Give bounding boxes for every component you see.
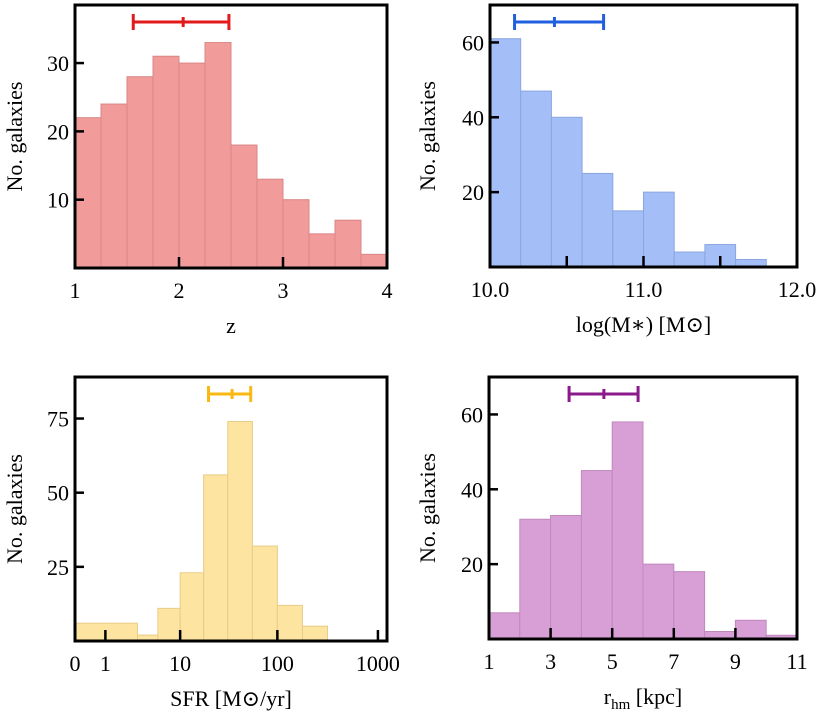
y-tick-label: 20 bbox=[47, 119, 69, 144]
y-axis-label: No. galaxies bbox=[2, 454, 27, 564]
x-axis-label-part: [kpc] bbox=[630, 684, 682, 709]
y-tick-label: 40 bbox=[461, 477, 483, 502]
x-tick-label: 100 bbox=[261, 651, 294, 676]
x-axis-label-part: r bbox=[604, 684, 612, 709]
bar bbox=[157, 607, 181, 642]
bar bbox=[276, 604, 303, 642]
y-tick-label: 10 bbox=[47, 188, 69, 213]
y-tick-label: 40 bbox=[462, 105, 484, 130]
x-tick-label: 1000 bbox=[356, 651, 400, 676]
x-tick-label: 1 bbox=[100, 651, 111, 676]
bar bbox=[519, 518, 552, 640]
x-tick-label: 3 bbox=[545, 649, 556, 674]
bar bbox=[282, 199, 310, 269]
x-tick-label: 2 bbox=[174, 278, 185, 303]
bar bbox=[612, 210, 644, 268]
y-axis-label: No. galaxies bbox=[415, 453, 440, 563]
bar bbox=[550, 514, 582, 640]
y-tick-label: 20 bbox=[461, 552, 483, 577]
bar bbox=[489, 38, 522, 268]
bar bbox=[308, 233, 336, 269]
y-tick-label: 60 bbox=[462, 30, 484, 55]
bar bbox=[642, 563, 675, 640]
y-tick-label: 30 bbox=[47, 51, 69, 76]
x-axis-label-part: hm bbox=[611, 697, 631, 713]
y-tick-label: 60 bbox=[461, 402, 483, 427]
bar bbox=[178, 62, 206, 269]
y-tick-label: 50 bbox=[47, 481, 69, 506]
bar bbox=[334, 219, 362, 269]
x-axis-label-part: SFR [M⊙/yr] bbox=[170, 686, 292, 711]
y-axis-label: No. galaxies bbox=[415, 81, 440, 191]
y-tick-label: 75 bbox=[47, 407, 69, 432]
bar bbox=[203, 474, 229, 642]
bar bbox=[100, 103, 128, 269]
y-axis-label: No. galaxies bbox=[2, 82, 27, 192]
bar bbox=[227, 420, 253, 642]
bar bbox=[204, 42, 232, 269]
bar bbox=[611, 421, 644, 640]
bar bbox=[360, 253, 388, 269]
x-axis-label: z bbox=[226, 313, 236, 338]
x-tick-label: 12.0 bbox=[778, 277, 817, 302]
bar bbox=[550, 116, 583, 268]
bar bbox=[301, 625, 329, 642]
x-tick-label: 0 bbox=[70, 651, 81, 676]
axes-frame bbox=[73, 375, 389, 643]
x-tick-label: 4 bbox=[382, 278, 393, 303]
x-tick-label: 9 bbox=[730, 649, 741, 674]
bar bbox=[256, 178, 284, 269]
x-tick-label: 1 bbox=[70, 278, 81, 303]
x-axis-label: SFR [M⊙/yr] bbox=[170, 686, 292, 711]
bar bbox=[74, 117, 102, 269]
bar bbox=[581, 172, 614, 268]
x-tick-label: 11.0 bbox=[625, 277, 663, 302]
bar bbox=[580, 470, 613, 640]
x-tick-label: 10.0 bbox=[471, 277, 510, 302]
bar bbox=[152, 55, 180, 269]
bar bbox=[179, 572, 205, 642]
bar bbox=[673, 571, 706, 640]
x-axis-label: rhm [kpc] bbox=[604, 684, 682, 713]
panel: 10.0 11.0 12.0 20 40 60 log(M∗) [M⊙] No. galaxi… bbox=[415, 3, 817, 337]
axes-frame bbox=[73, 3, 389, 270]
x-axis-label-part: log(M∗) [M⊙] bbox=[576, 312, 711, 337]
x-tick-label: 11 bbox=[786, 649, 807, 674]
panel: 0 1 10 100 1000 25 50 75 SFR [M⊙/yr] No. galaxies bbox=[2, 375, 400, 711]
x-tick-label: 5 bbox=[607, 649, 618, 674]
bar bbox=[488, 612, 521, 640]
panel: 1 3 5 7 9 11 20 40 60 rhm [kpc] No. galaxies bbox=[415, 375, 808, 713]
bar bbox=[643, 191, 675, 268]
bar bbox=[126, 76, 154, 269]
axes-frame bbox=[487, 375, 799, 641]
bar bbox=[520, 90, 552, 268]
bar bbox=[230, 144, 258, 269]
bar bbox=[251, 545, 278, 642]
bar bbox=[734, 619, 767, 640]
x-tick-label: 7 bbox=[668, 649, 679, 674]
y-tick-label: 20 bbox=[462, 180, 484, 205]
x-axis-label-part: z bbox=[226, 313, 236, 338]
x-axis-label: log(M∗) [M⊙] bbox=[576, 312, 711, 337]
y-tick-label: 25 bbox=[47, 555, 69, 580]
panel: 1 2 3 4 10 20 30 z No. galaxies bbox=[2, 3, 393, 338]
x-tick-label: 3 bbox=[278, 278, 289, 303]
x-tick-label: 1 bbox=[484, 649, 495, 674]
bar bbox=[673, 251, 706, 268]
x-tick-label: 10 bbox=[169, 651, 191, 676]
